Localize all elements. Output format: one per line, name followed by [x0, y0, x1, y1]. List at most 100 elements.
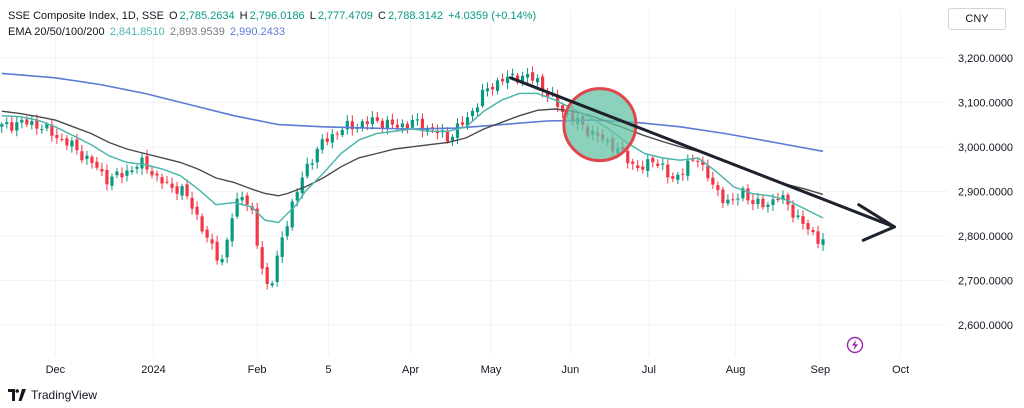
candle-body [546, 93, 550, 97]
candle-body [756, 198, 760, 205]
y-tick-label: 2,700.0000 [958, 275, 1013, 287]
candle-body [300, 177, 304, 193]
candle-body [65, 138, 69, 146]
y-tick-label: 3,000.0000 [958, 142, 1013, 154]
candle-body [205, 229, 209, 238]
highlight-circle [562, 87, 638, 163]
candle-body [55, 134, 59, 139]
candle-body [390, 119, 394, 125]
candle-body [505, 76, 510, 83]
candle-body [50, 124, 54, 136]
candle-body [175, 186, 179, 194]
candle-body [275, 255, 279, 282]
candle-body [340, 129, 344, 136]
candle-body [726, 199, 730, 204]
candle-body [145, 155, 149, 170]
y-tick-label: 2,600.0000 [958, 320, 1013, 332]
candle-body [90, 156, 94, 164]
candle-body [701, 160, 705, 165]
x-tick-label: Apr [402, 364, 419, 376]
candle-body [420, 118, 425, 132]
candle-body [636, 165, 640, 169]
candle-body [180, 186, 184, 196]
candle-body [115, 171, 119, 176]
candle-body [455, 123, 460, 138]
candle-body [425, 127, 430, 132]
ema-fast-line [1, 92, 824, 224]
high-label: H [239, 10, 248, 22]
candle-body [335, 133, 339, 135]
candle-body [320, 139, 324, 150]
x-tick-label: 2024 [141, 364, 165, 376]
candle-body [716, 185, 720, 191]
flash-icon[interactable] [846, 336, 864, 354]
candle-body [75, 139, 79, 151]
candle-body [290, 201, 294, 228]
x-tick-label: Oct [892, 364, 909, 376]
candle-body [520, 75, 525, 81]
candle-body [160, 177, 164, 184]
candle-body [641, 166, 645, 170]
ema20-value: 2,841.8510 [109, 26, 165, 38]
x-tick-label: Sep [811, 364, 831, 376]
candle-body [360, 121, 364, 129]
candle-body [646, 159, 650, 171]
candle-body [816, 231, 820, 244]
candle-body [656, 163, 660, 166]
candle-body [235, 198, 239, 217]
candle-body [130, 170, 134, 173]
candle-body [731, 199, 735, 201]
candle-body [495, 80, 500, 91]
trendline-arrow [509, 76, 896, 229]
candle-body [490, 86, 495, 90]
candle-body [295, 191, 299, 201]
candle-body [110, 176, 114, 186]
candle-body [200, 216, 204, 232]
candle-body [480, 89, 485, 107]
currency-button[interactable]: CNY [948, 8, 1006, 30]
x-tick-label: Jun [562, 364, 580, 376]
candle-body [796, 215, 800, 218]
candle-body [761, 198, 765, 208]
candle-body [465, 117, 470, 126]
candle-body [135, 166, 139, 169]
candle-body [280, 237, 284, 257]
candle-body [30, 121, 34, 125]
open-value: 2,785.2634 [179, 10, 235, 22]
candle-body [706, 165, 710, 179]
candle-body [305, 163, 309, 177]
candle-body [400, 123, 404, 128]
candle-body [460, 122, 465, 125]
candle-body [95, 161, 99, 168]
candle-body [325, 138, 329, 142]
y-axis: 2,600.0000 2,700.0000 2,800.0000 2,900.0000… [958, 53, 1013, 332]
candle-body [365, 121, 369, 125]
candle-body [195, 206, 199, 215]
candle-body [631, 161, 635, 164]
candle-body [776, 199, 780, 201]
candle-body [410, 119, 415, 128]
candle-body [746, 188, 750, 201]
y-tick-label: 2,800.0000 [958, 231, 1013, 243]
candle-body [736, 198, 740, 200]
candle-body [240, 196, 244, 201]
candle-body [15, 122, 19, 131]
candle-body [255, 208, 259, 246]
brand-name: TradingView [31, 388, 98, 402]
candle-body [415, 119, 420, 121]
candle-body [105, 169, 109, 185]
candle-body [696, 160, 700, 162]
candle-body [681, 173, 685, 175]
candle-body [821, 239, 825, 245]
candle-body [786, 194, 790, 205]
candle-body [225, 239, 229, 258]
ema-legend: EMA 20/50/100/200 2,841.8510 2,893.9539 … [8, 26, 287, 38]
candle-body [671, 176, 675, 179]
close-label: C [378, 10, 386, 22]
change-value: +4.0359 (+0.14%) [448, 10, 537, 22]
x-tick-label: Dec [46, 364, 66, 376]
candle-body [80, 151, 84, 161]
x-axis: Dec 2024 Feb 5 Apr May Jun Jul Aug Sep Oct [46, 364, 910, 376]
candle-body [541, 76, 545, 92]
